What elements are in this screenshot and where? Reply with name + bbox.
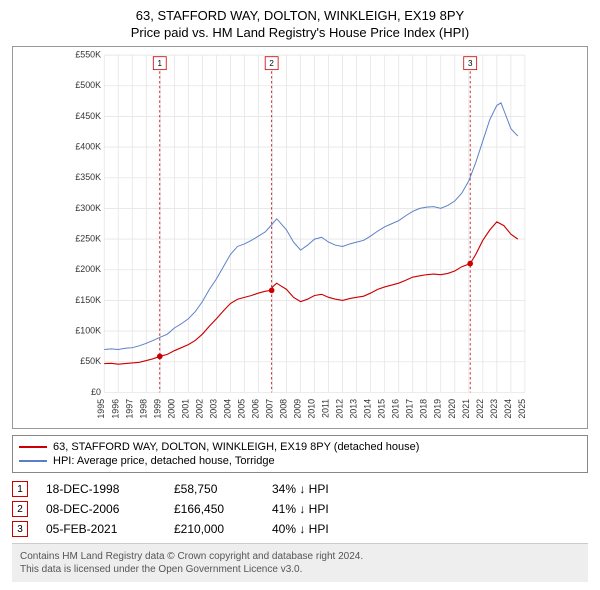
sale-marker-icon: 2 [12, 501, 28, 517]
legend-label: 63, STAFFORD WAY, DOLTON, WINKLEIGH, EX1… [53, 441, 419, 453]
x-tick-label: 2009 [293, 399, 303, 419]
sale-delta: 34% ↓ HPI [272, 482, 329, 496]
sale-dot [269, 287, 275, 293]
legend-item: 63, STAFFORD WAY, DOLTON, WINKLEIGH, EX1… [19, 440, 581, 454]
x-tick-label: 2019 [433, 399, 443, 419]
y-tick-label: £400K [75, 142, 101, 152]
x-tick-label: 2016 [391, 399, 401, 419]
price-chart: 1 2 3 £0 £50K £100K £150K £200K £250K £300K £350K £… [12, 46, 588, 429]
x-tick-label: 2006 [250, 399, 260, 419]
sales-table: 1 18-DEC-1998 £58,750 34% ↓ HPI 2 08-DEC-2006… [12, 479, 588, 539]
sale-marker-label: 2 [269, 59, 274, 68]
y-tick-label: £50K [80, 356, 101, 366]
sale-date: 05-FEB-2021 [46, 522, 156, 536]
chart-svg: 1 2 3 £0 £50K £100K £150K £200K £250K £300K £350K £… [13, 47, 587, 428]
y-tick-label: £300K [75, 203, 101, 213]
series-hpi [104, 103, 518, 350]
x-tick-label: 2010 [307, 399, 317, 419]
x-tick-label: 2013 [349, 399, 359, 419]
sale-marker-label: 3 [468, 59, 473, 68]
sale-price: £58,750 [174, 482, 254, 496]
x-tick-label: 2024 [503, 399, 513, 419]
legend-item: HPI: Average price, detached house, Torr… [19, 454, 581, 468]
x-tick-label: 2022 [475, 399, 485, 419]
sale-row: 2 08-DEC-2006 £166,450 41% ↓ HPI [12, 499, 588, 519]
x-tick-label: 1998 [138, 399, 148, 419]
x-tick-label: 2003 [208, 399, 218, 419]
x-tick-label: 1996 [110, 399, 120, 419]
y-tick-label: £0 [91, 387, 101, 397]
x-tick-label: 2021 [461, 399, 471, 419]
x-tick-label: 2025 [517, 399, 527, 419]
x-tick-label: 2001 [180, 399, 190, 419]
x-tick-label: 1995 [96, 399, 106, 419]
legend-swatch [19, 446, 47, 448]
sale-date: 08-DEC-2006 [46, 502, 156, 516]
x-tick-label: 2020 [447, 399, 457, 419]
legend: 63, STAFFORD WAY, DOLTON, WINKLEIGH, EX1… [12, 435, 588, 473]
legend-swatch [19, 460, 47, 462]
x-tick-label: 2018 [419, 399, 429, 419]
x-tick-label: 2007 [264, 399, 274, 419]
sale-price: £210,000 [174, 522, 254, 536]
y-tick-label: £250K [75, 234, 101, 244]
title-subtitle: Price paid vs. HM Land Registry's House … [12, 25, 588, 40]
y-tick-label: £350K [75, 172, 101, 182]
sale-marker-label: 1 [158, 59, 163, 68]
title-address: 63, STAFFORD WAY, DOLTON, WINKLEIGH, EX1… [12, 8, 588, 23]
x-tick-label: 2014 [363, 399, 373, 419]
legend-label: HPI: Average price, detached house, Torr… [53, 455, 275, 467]
x-tick-label: 2015 [377, 399, 387, 419]
y-tick-label: £100K [75, 326, 101, 336]
sale-date: 18-DEC-1998 [46, 482, 156, 496]
sale-delta: 40% ↓ HPI [272, 522, 329, 536]
y-tick-label: £450K [75, 111, 101, 121]
footer-line2: This data is licensed under the Open Gov… [20, 563, 580, 576]
title-block: 63, STAFFORD WAY, DOLTON, WINKLEIGH, EX1… [12, 8, 588, 40]
sale-row: 3 05-FEB-2021 £210,000 40% ↓ HPI [12, 519, 588, 539]
y-tick-label: £200K [75, 264, 101, 274]
x-tick-label: 2023 [489, 399, 499, 419]
x-tick-label: 2012 [335, 399, 345, 419]
sale-row: 1 18-DEC-1998 £58,750 34% ↓ HPI [12, 479, 588, 499]
x-tick-label: 2002 [194, 399, 204, 419]
page: 63, STAFFORD WAY, DOLTON, WINKLEIGH, EX1… [0, 0, 600, 590]
y-tick-label: £150K [75, 295, 101, 305]
sale-marker-icon: 1 [12, 481, 28, 497]
footer-line1: Contains HM Land Registry data © Crown c… [20, 550, 580, 563]
footer-attribution: Contains HM Land Registry data © Crown c… [12, 543, 588, 582]
x-tick-label: 2017 [405, 399, 415, 419]
x-tick-label: 1999 [152, 399, 162, 419]
y-tick-label: £500K [75, 80, 101, 90]
sale-price: £166,450 [174, 502, 254, 516]
x-tick-label: 2008 [279, 399, 289, 419]
x-tick-label: 2011 [321, 399, 331, 418]
sale-dot [467, 261, 473, 267]
x-tick-label: 2004 [222, 399, 232, 419]
series-property [104, 222, 518, 364]
x-tick-label: 1997 [124, 399, 134, 419]
sale-delta: 41% ↓ HPI [272, 502, 329, 516]
x-tick-label: 2000 [166, 399, 176, 419]
y-tick-label: £550K [75, 50, 101, 60]
sale-dot [157, 354, 163, 360]
x-tick-label: 2005 [236, 399, 246, 419]
sale-marker-icon: 3 [12, 521, 28, 537]
